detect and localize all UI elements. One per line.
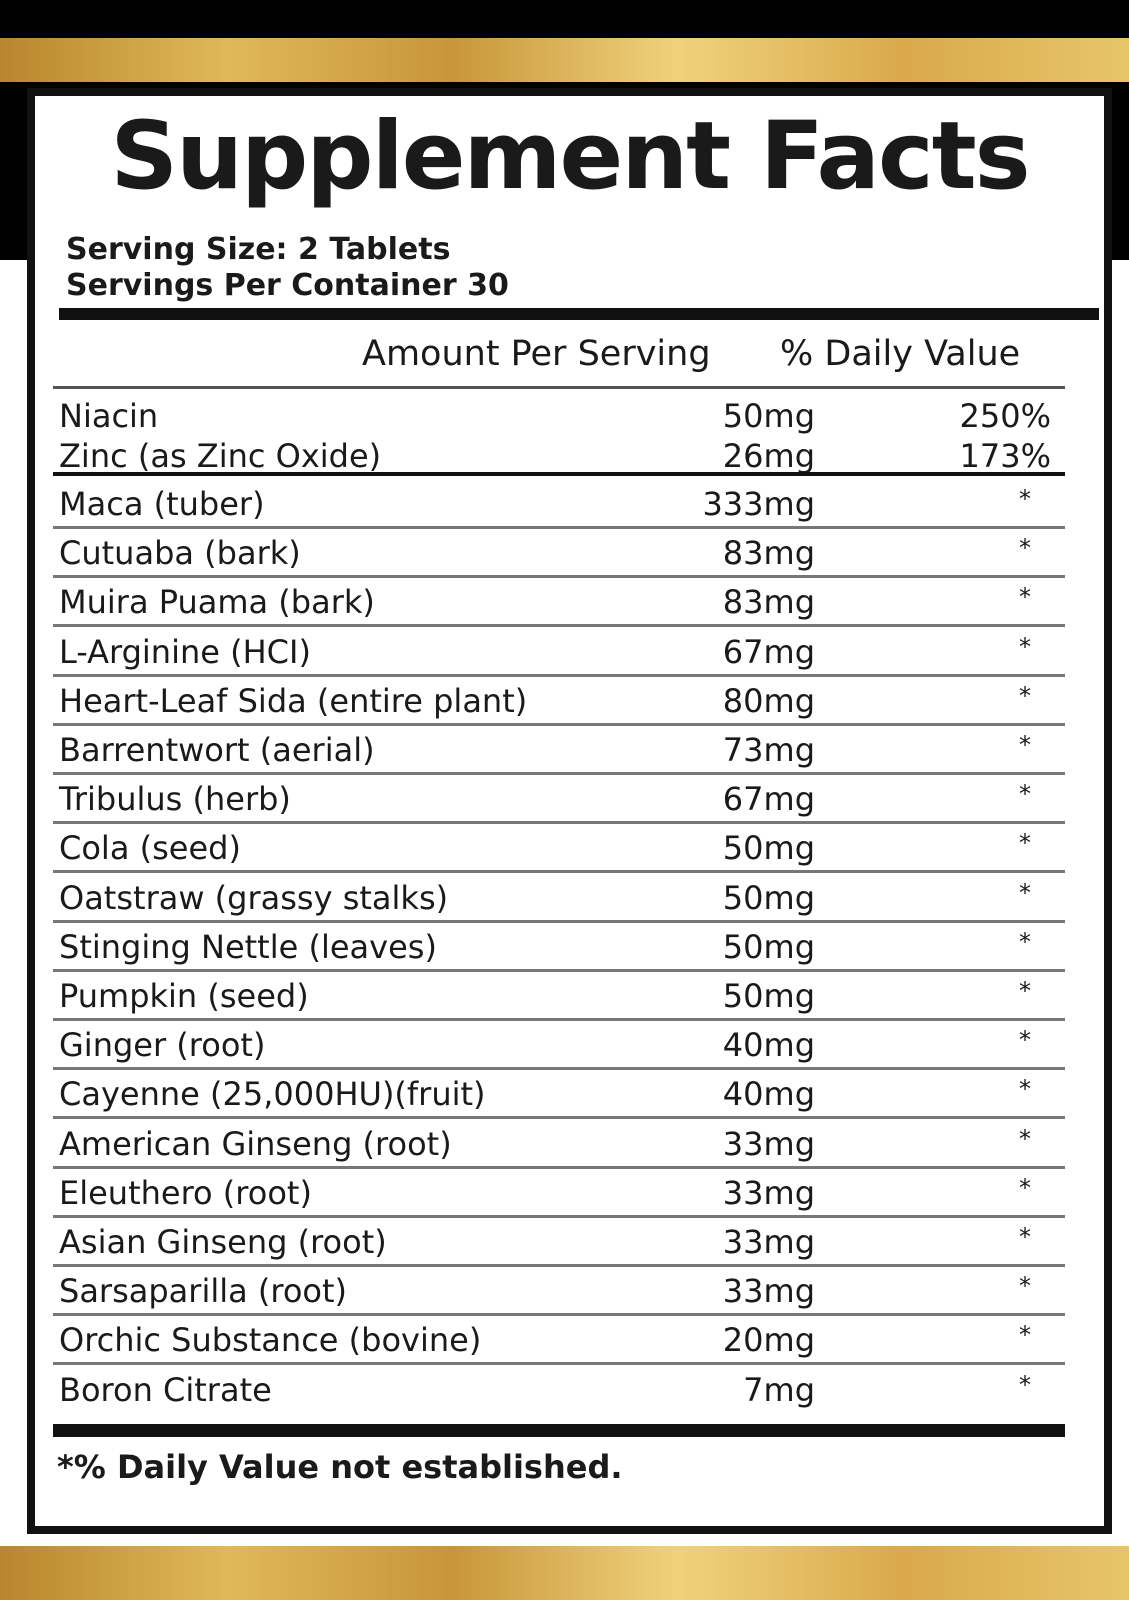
table-row: American Ginseng (root) 33mg *	[53, 1118, 1065, 1169]
daily-value: *	[1019, 1075, 1031, 1104]
ingredient-amount: 40mg	[722, 1075, 815, 1114]
daily-value: *	[1019, 1370, 1031, 1399]
daily-value: *	[1019, 927, 1031, 956]
ingredient-name: Maca (tuber)	[59, 485, 265, 523]
divider-medium	[53, 472, 1065, 476]
ingredient-amount: 33mg	[722, 1272, 815, 1311]
table-row: Sarsaparilla (root) 33mg *	[53, 1265, 1065, 1317]
ingredient-amount: 73mg	[722, 731, 815, 769]
ingredient-name: Oatstraw (grassy stalks)	[59, 878, 449, 917]
header-amount: Amount Per Serving	[362, 334, 711, 374]
divider-thick	[59, 308, 1099, 320]
divider-thick-bottom	[53, 1424, 1065, 1437]
table-row: Heart-Leaf Sida (entire plant) 80mg *	[53, 675, 1065, 726]
table-row: Cutuaba (bark) 83mg *	[53, 527, 1065, 579]
table-row: Maca (tuber) 333mg *	[53, 478, 1065, 529]
daily-value: *	[1019, 878, 1031, 907]
daily-value: *	[1019, 1223, 1031, 1251]
divider	[53, 386, 1065, 389]
ingredient-amount: 33mg	[722, 1223, 815, 1261]
ingredient-amount: 20mg	[722, 1321, 815, 1360]
ingredient-amount: 50mg	[722, 927, 815, 966]
table-row: Zinc (as Zinc Oxide) 26mg 173%	[53, 430, 1065, 478]
footnote: *% Daily Value not established.	[57, 1448, 623, 1486]
ingredient-amount: 26mg	[722, 437, 815, 475]
table-row: Tribulus (herb) 67mg *	[53, 773, 1065, 825]
ingredient-amount: 83mg	[722, 534, 815, 573]
ingredient-name: L-Arginine (HCI)	[59, 632, 311, 671]
daily-value: *	[1019, 829, 1031, 858]
ingredient-name: Tribulus (herb)	[59, 780, 291, 819]
gold-band-top	[0, 38, 1129, 82]
table-row: Ginger (root) 40mg *	[53, 1019, 1065, 1071]
ingredient-name: Barrentwort (aerial)	[59, 731, 375, 769]
daily-value: *	[1019, 632, 1031, 661]
ingredient-name: Asian Ginseng (root)	[59, 1223, 387, 1261]
ingredient-name: Eleuthero (root)	[59, 1173, 312, 1212]
daily-value: *	[1019, 731, 1031, 759]
daily-value: 250%	[959, 397, 1051, 435]
ingredient-amount: 50mg	[722, 829, 815, 868]
daily-value: *	[1019, 1124, 1031, 1153]
daily-value: *	[1019, 583, 1031, 612]
ingredient-name: Orchic Substance (bovine)	[59, 1321, 482, 1360]
header-daily-value: % Daily Value	[780, 334, 1021, 374]
ingredient-amount: 50mg	[722, 397, 815, 435]
gold-band-bottom	[0, 1546, 1129, 1600]
daily-value: *	[1019, 1173, 1031, 1202]
ingredient-name: Pumpkin (seed)	[59, 977, 309, 1015]
table-row: Oatstraw (grassy stalks) 50mg *	[53, 872, 1065, 923]
table-row: Muira Puama (bark) 83mg *	[53, 576, 1065, 628]
ingredient-name: Heart-Leaf Sida (entire plant)	[59, 681, 528, 720]
ingredient-amount: 33mg	[722, 1173, 815, 1212]
table-row: Niacin 50mg 250%	[53, 390, 1065, 438]
ingredient-name: Niacin	[59, 397, 159, 435]
table-row: Eleuthero (root) 33mg *	[53, 1167, 1065, 1218]
table-row: Cayenne (25,000HU)(fruit) 40mg *	[53, 1068, 1065, 1120]
ingredient-name: Cutuaba (bark)	[59, 534, 301, 573]
table-row: Asian Ginseng (root) 33mg *	[53, 1216, 1065, 1267]
table-row: Boron Citrate 7mg *	[53, 1364, 1065, 1412]
serving-size: Serving Size: 2 Tablets	[66, 232, 451, 267]
ingredient-amount: 80mg	[722, 681, 815, 720]
ingredient-amount: 7mg	[743, 1370, 815, 1409]
table-row: L-Arginine (HCI) 67mg *	[53, 626, 1065, 677]
daily-value: *	[1019, 780, 1031, 809]
table-row: Orchic Substance (bovine) 20mg *	[53, 1314, 1065, 1366]
ingredient-name: Boron Citrate	[59, 1370, 272, 1409]
ingredient-name: Cayenne (25,000HU)(fruit)	[59, 1075, 486, 1114]
ingredient-name: Stinging Nettle (leaves)	[59, 927, 437, 966]
ingredient-amount: 333mg	[702, 485, 815, 523]
supplement-facts-panel: Supplement Facts Serving Size: 2 Tablets…	[27, 88, 1112, 1534]
daily-value: *	[1019, 977, 1031, 1005]
ingredient-name: American Ginseng (root)	[59, 1124, 452, 1163]
table-row: Stinging Nettle (leaves) 50mg *	[53, 921, 1065, 972]
servings-per-container: Servings Per Container 30	[66, 268, 509, 303]
daily-value: 173%	[959, 437, 1051, 475]
ingredient-name: Muira Puama (bark)	[59, 583, 375, 622]
daily-value: *	[1019, 485, 1031, 513]
table-row: Cola (seed) 50mg *	[53, 822, 1065, 874]
daily-value: *	[1019, 1321, 1031, 1350]
ingredient-amount: 83mg	[722, 583, 815, 622]
daily-value: *	[1019, 534, 1031, 563]
ingredient-amount: 50mg	[722, 878, 815, 917]
ingredient-amount: 40mg	[722, 1026, 815, 1065]
table-row: Pumpkin (seed) 50mg *	[53, 970, 1065, 1021]
ingredient-amount: 67mg	[722, 780, 815, 819]
ingredient-name: Zinc (as Zinc Oxide)	[59, 437, 382, 475]
table-row: Barrentwort (aerial) 73mg *	[53, 724, 1065, 775]
ingredient-name: Ginger (root)	[59, 1026, 266, 1065]
daily-value: *	[1019, 1272, 1031, 1301]
daily-value: *	[1019, 1026, 1031, 1055]
ingredient-amount: 67mg	[722, 632, 815, 671]
page-title: Supplement Facts	[110, 102, 1030, 211]
ingredient-amount: 50mg	[722, 977, 815, 1015]
ingredient-name: Cola (seed)	[59, 829, 241, 868]
ingredient-name: Sarsaparilla (root)	[59, 1272, 348, 1311]
daily-value: *	[1019, 681, 1031, 710]
ingredient-amount: 33mg	[722, 1124, 815, 1163]
